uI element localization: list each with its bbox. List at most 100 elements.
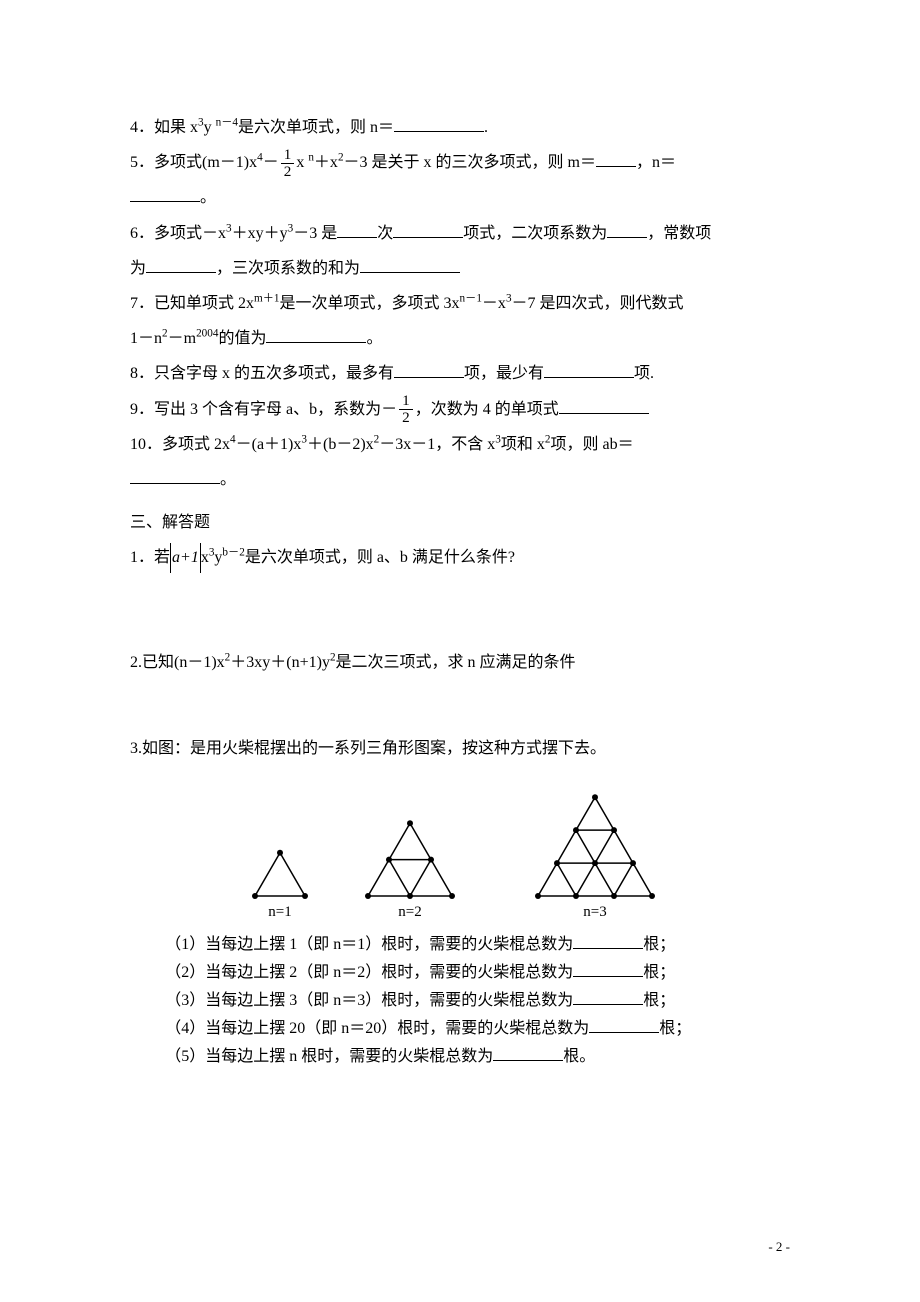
q4-t1: 如果 x (154, 119, 198, 136)
q7-e1: m＋1 (254, 293, 279, 305)
s1-num: 1． (130, 549, 154, 566)
sp4-blank (589, 1016, 659, 1033)
q5-blank1 (596, 150, 636, 167)
question-7-line2: 1－n2－m2004的值为。 (130, 321, 790, 356)
question-9: 9．写出 3 个含有字母 a、b，系数为－12，次数为 4 的单项式 (130, 392, 790, 427)
gap-1 (130, 575, 790, 645)
triangle-figures: n=1n=2n=3 (130, 776, 790, 926)
sp2-t: （2）当每边上摆 2（即 n＝2）根时，需要的火柴棍总数为 (165, 964, 573, 981)
q8-t2: 项，最少有 (464, 365, 544, 382)
sp5-end: 根。 (563, 1048, 595, 1065)
sp4-end: 根； (659, 1020, 691, 1037)
q6-t5: 项式，二次项系数为 (463, 225, 607, 242)
subparts: （1）当每边上摆 1（即 n＝1）根时，需要的火柴棍总数为根； （2）当每边上摆… (130, 931, 790, 1071)
q5-num: 5． (130, 154, 154, 171)
q9-frac-num: 1 (399, 393, 413, 410)
section-3-heading: 三、解答题 (130, 505, 790, 540)
q7-blank (266, 326, 366, 343)
sp3-t: （3）当每边上摆 3（即 n＝3）根时，需要的火柴棍总数为 (165, 992, 573, 1009)
q4-t2: y (204, 119, 216, 136)
q9-frac-den: 2 (399, 410, 413, 426)
q7-e5: 2004 (196, 328, 218, 340)
s3-num: 3. (130, 740, 142, 757)
svg-text:n=3: n=3 (583, 904, 606, 920)
subpart-4: （4）当每边上摆 20（即 n＝20）根时，需要的火柴棍总数为根； (165, 1015, 790, 1043)
solve-3: 3.如图：是用火柴棍摆出的一系列三角形图案，按这种方式摆下去。 (130, 731, 790, 766)
sp2-blank (573, 960, 643, 977)
q5-frac-num: 1 (281, 147, 295, 164)
sp1-blank (573, 932, 643, 949)
subpart-5: （5）当每边上摆 n 根时，需要的火柴棍总数为 根。 (165, 1043, 790, 1071)
q5-frac-den: 2 (281, 164, 295, 180)
q10-t3: ＋(b－2)x (307, 436, 374, 453)
subpart-1: （1）当每边上摆 1（即 n＝1）根时，需要的火柴棍总数为根； (165, 931, 790, 959)
solve-1: 1．若a+1x3yb－2是六次单项式，则 a、b 满足什么条件? (130, 540, 790, 575)
question-10-line2: 。 (130, 462, 790, 497)
q9-frac: 12 (399, 393, 413, 426)
q4-t3: 是六次单项式，则 n＝ (238, 119, 394, 136)
q9-t2: ，次数为 4 的单项式 (415, 401, 559, 418)
s1-t1: 若 (154, 549, 170, 566)
question-6-line2: 为，三次项系数的和为 (130, 251, 790, 286)
q6-t4: 次 (377, 225, 393, 242)
q7-l2c: 的值为 (218, 330, 266, 347)
subpart-2: （2）当每边上摆 2（即 n＝2）根时，需要的火柴棍总数为 根； (165, 959, 790, 987)
q4-num: 4． (130, 119, 154, 136)
q8-blank2 (544, 361, 634, 378)
q6-blank4 (146, 256, 216, 273)
q5-frac: 12 (281, 147, 295, 180)
s3-text: 如图：是用火柴棍摆出的一系列三角形图案，按这种方式摆下去。 (142, 740, 606, 757)
q5-period: 。 (200, 189, 216, 206)
s1-t4: 是六次单项式，则 a、b 满足什么条件? (245, 549, 515, 566)
question-8: 8．只含字母 x 的五次多项式，最多有 项，最少有 项. (130, 356, 790, 391)
subpart-3: （3）当每边上摆 3（即 n＝3）根时，需要的火柴棍总数为根； (165, 987, 790, 1015)
q6-blank3 (607, 221, 647, 238)
q10-t1: 多项式 2x (162, 436, 230, 453)
q9-t1: 写出 3 个含有字母 a、b，系数为－ (154, 401, 397, 418)
q10-num: 10． (130, 436, 162, 453)
sp1-end: 根； (643, 936, 675, 953)
s1-abs-content: a+1 (172, 549, 199, 566)
q5-t4: ＋x (314, 154, 338, 171)
sp5-blank (493, 1044, 563, 1061)
page-number: - 2 - (768, 1233, 790, 1262)
q6-l2a: 为 (130, 260, 146, 277)
gap-2 (130, 681, 790, 731)
question-5-line2: 。 (130, 180, 790, 215)
s2-t1: 已知(n－1)x (142, 654, 225, 671)
q8-t1: 只含字母 x 的五次多项式，最多有 (154, 365, 394, 382)
q6-t2: ＋xy＋y (232, 225, 288, 242)
q5-t6: ，n＝ (636, 154, 676, 171)
q10-period: 。 (220, 471, 236, 488)
q7-l2b: －m (168, 330, 196, 347)
q5-t2: － (263, 154, 279, 171)
q7-t1: 已知单项式 2x (154, 295, 254, 312)
s1-t2: x (201, 549, 209, 566)
page: 4．如果 x3y n－4是六次单项式，则 n＝. 5．多项式(m－1)x4－12… (0, 0, 920, 1302)
q10-blank (130, 467, 220, 484)
sp3-blank (573, 988, 643, 1005)
q7-t3: －x (482, 295, 506, 312)
q6-t1: 多项式－x (154, 225, 226, 242)
sp5-t: （5）当每边上摆 n 根时，需要的火柴棍总数为 (165, 1048, 493, 1065)
q7-period: 。 (366, 330, 382, 347)
q6-blank1 (337, 221, 377, 238)
q10-t4: －3x－1，不含 x (379, 436, 495, 453)
s2-t2: ＋3xy＋(n+1)y (230, 654, 330, 671)
question-4: 4．如果 x3y n－4是六次单项式，则 n＝. (130, 110, 790, 145)
q7-t4: －7 是四次式，则代数式 (512, 295, 684, 312)
question-6: 6．多项式－x3＋xy＋y3－3 是次项式，二次项系数为，常数项 (130, 216, 790, 251)
question-10: 10．多项式 2x4－(a＋1)x3＋(b－2)x2－3x－1，不含 x3项和 … (130, 427, 790, 462)
q5-t1: 多项式(m－1)x (154, 154, 257, 171)
q8-t3: 项. (634, 365, 654, 382)
triangles-diagram: n=1n=2n=3 (225, 776, 695, 926)
s2-t3: 是二次三项式，求 n 应满足的条件 (336, 654, 576, 671)
solve-2: 2.已知(n－1)x2＋3xy＋(n+1)y2是二次三项式，求 n 应满足的条件 (130, 645, 790, 680)
q6-num: 6． (130, 225, 154, 242)
q4-period: . (484, 119, 488, 136)
s2-num: 2. (130, 654, 142, 671)
q5-t5: －3 是关于 x 的三次多项式，则 m＝ (344, 154, 596, 171)
sp2-end: 根； (643, 964, 675, 981)
q8-num: 8． (130, 365, 154, 382)
s1-e2: b－2 (222, 547, 244, 559)
